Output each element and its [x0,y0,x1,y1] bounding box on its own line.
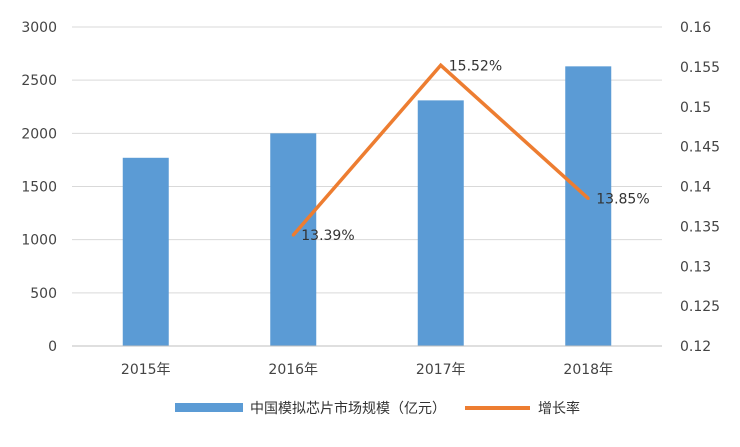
bar [122,157,169,346]
y-axis-tick-label: 1500 [21,180,57,196]
legend: 中国模拟芯片市场规模（亿元） 增长率 [175,400,580,417]
data-label: 15.52% [449,58,502,74]
data-label: 13.85% [596,191,649,207]
y2-axis-tick-label: 0.155 [680,60,720,76]
axes: 0 500 1000 1500 2000 2500 3000 0.12 0.125 0.13 0.1… [21,20,720,378]
line-point [439,63,443,67]
y2-axis-tick-label: 0.15 [680,100,711,116]
x-axis-tick-label: 2017年 [416,362,466,378]
y-axis-tick-label: 2500 [21,73,57,89]
bar [270,133,317,346]
y-axis-tick-label: 3000 [21,20,57,36]
legend-line-label: 增长率 [538,400,580,417]
y2-axis-tick-label: 0.13 [680,259,711,275]
x-axis-tick-label: 2016年 [268,362,318,378]
legend-bar-label: 中国模拟芯片市场规模（亿元） [250,400,446,417]
y-axis-tick-label: 2000 [21,126,57,142]
y2-axis-tick-label: 0.135 [680,219,720,235]
data-label: 13.39% [301,228,354,244]
y2-axis-tick-label: 0.14 [680,180,711,196]
legend-bar-swatch [175,403,243,412]
line-point [586,196,590,200]
y2-axis-tick-label: 0.145 [680,140,720,156]
bar [565,66,612,347]
y2-axis-tick-label: 0.125 [680,299,720,315]
line-point [291,233,295,237]
line-series: 13.39% 15.52% 13.85% [291,58,650,244]
gridlines [72,26,662,347]
y-axis-tick-label: 500 [30,286,57,302]
x-axis-tick-label: 2015年 [121,362,171,378]
bar [417,100,464,347]
y2-axis-tick-label: 0.16 [680,20,711,36]
bar-series [122,66,612,347]
y-axis-tick-label: 0 [48,339,57,355]
x-axis-tick-label: 2018年 [563,362,613,378]
y2-axis-tick-label: 0.12 [680,339,711,355]
y-axis-tick-label: 1000 [21,233,57,249]
